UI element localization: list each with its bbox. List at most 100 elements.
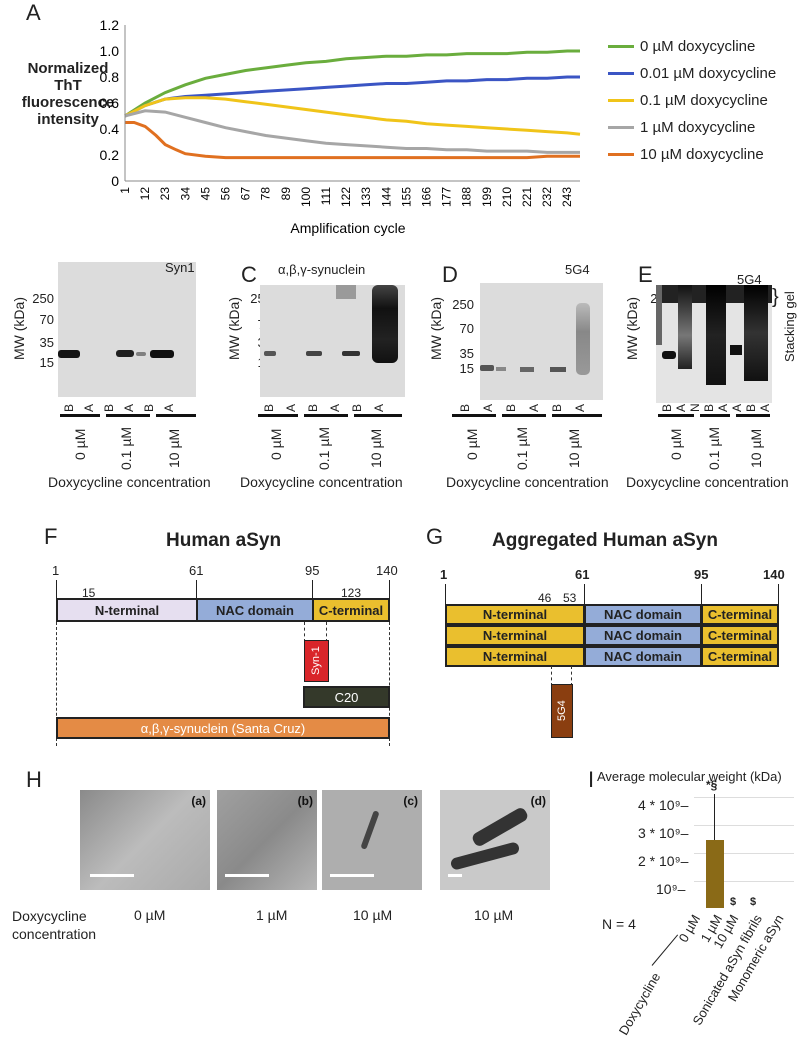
f-santacruz-box: α,β,γ-synuclein (Santa Cruz) xyxy=(56,717,390,739)
g-5g4-label: 5G4 xyxy=(556,700,568,721)
marker-35: 35 xyxy=(39,335,54,350)
g-domain: N-terminal xyxy=(445,625,585,646)
em-tag-a: (a) xyxy=(191,794,206,808)
g-domain: C-terminal xyxy=(701,625,779,646)
lane-label: B xyxy=(702,403,716,412)
stacking-brace: } xyxy=(772,286,779,308)
legend-label: 1 µM doxycycline xyxy=(640,119,756,136)
legend-swatch xyxy=(608,45,634,48)
blot-e-group-0: 0 µM xyxy=(668,428,684,460)
i-dollar-2: $ xyxy=(750,896,757,908)
x-tick-label: 122 xyxy=(339,187,353,207)
lane-label: A xyxy=(284,403,298,412)
g-domain: N-terminal xyxy=(445,604,585,625)
x-tick-label: 67 xyxy=(239,187,253,201)
lane-label: A xyxy=(573,403,587,412)
h-label-a: 0 µM xyxy=(134,907,166,923)
blot-c-group-0: 0 µM xyxy=(268,428,284,460)
blot-b-group-1: 0.1 µM xyxy=(118,426,134,470)
series-line xyxy=(124,49,580,118)
i-group-label: Doxycycline xyxy=(615,970,663,1038)
panel-a-letter: A xyxy=(26,0,41,25)
f-n-terminal: N-terminal xyxy=(56,598,198,622)
em-tag-c: (c) xyxy=(403,794,418,808)
lane-label: B xyxy=(350,403,364,412)
i-dollar-1: $ xyxy=(730,896,737,908)
pos-1: 1 xyxy=(52,563,60,578)
lane-label: A xyxy=(372,403,386,412)
lane-label: A xyxy=(758,403,772,412)
g-pos-61: 61 xyxy=(575,567,590,582)
g-domain: C-terminal xyxy=(701,646,779,667)
y-tick-label: 1.0 xyxy=(100,43,120,59)
g-domain: C-terminal xyxy=(701,604,779,625)
ylabel-line-3: intensity xyxy=(37,111,99,128)
x-tick-label: 56 xyxy=(219,187,233,201)
panel-d-mw-label: MW (kDa) xyxy=(428,297,444,360)
pos-15: 15 xyxy=(82,586,96,600)
lane-label: B xyxy=(550,403,564,412)
g-pos-46: 46 xyxy=(538,591,552,605)
lane-label: A xyxy=(328,403,342,412)
lane-label: B xyxy=(660,403,674,412)
lane-label: A xyxy=(82,403,96,412)
x-axis-label: Amplification cycle xyxy=(290,220,405,236)
em-image-d: (d) xyxy=(440,790,550,890)
ylabel-line-2: fluorescence xyxy=(21,94,115,111)
legend-item: 10 µM doxycycline xyxy=(608,146,764,163)
x-tick-label: 166 xyxy=(420,187,434,207)
i-ytick-1e9: 10⁹– xyxy=(656,881,686,897)
x-tick-label: 45 xyxy=(198,187,212,201)
legend-swatch xyxy=(608,126,634,129)
panel-e-letter: E xyxy=(638,262,653,287)
series-line xyxy=(124,109,580,154)
x-tick-label: 133 xyxy=(359,187,373,207)
lane-label: B xyxy=(744,403,758,412)
panel-g-title: Aggregated Human aSyn xyxy=(492,530,718,551)
x-tick-label: 144 xyxy=(379,187,393,207)
x-tick-label: 100 xyxy=(299,187,313,207)
legend-label: 0 µM doxycycline xyxy=(640,38,756,55)
em-image-b: (b) xyxy=(217,790,317,890)
em-tag-d: (d) xyxy=(530,794,546,808)
x-tick-label: 199 xyxy=(480,187,494,207)
y-tick-label: 0.6 xyxy=(100,95,120,111)
pos-61: 61 xyxy=(189,563,204,578)
marker-250: 250 xyxy=(452,297,474,312)
marker-15: 15 xyxy=(39,355,54,370)
x-tick-label: 111 xyxy=(319,187,333,206)
panel-f-letter: F xyxy=(44,524,58,549)
blot-e-group-2: 10 µM xyxy=(748,428,764,468)
x-tick-label: 155 xyxy=(399,187,413,207)
ampl-line-chart: 0 0.2 0.4 0.6 0.8 1.0 1.2 1 12 23 34 45 56 67 78 89 100… xyxy=(100,20,581,236)
panel-c-mw-label: MW (kDa) xyxy=(226,297,242,360)
legend-item: 0 µM doxycycline xyxy=(608,38,755,55)
panel-e-mw-label: MW (kDa) xyxy=(624,297,640,360)
f-c-terminal: C-terminal xyxy=(312,598,390,622)
series-line xyxy=(124,75,580,118)
lane-label: A xyxy=(674,403,688,412)
i-bar-10uM xyxy=(706,840,724,908)
x-tick-label: 78 xyxy=(259,187,273,201)
lane-label: A xyxy=(122,403,136,412)
panel-h-letter: H xyxy=(26,767,42,792)
y-tick-label: 0 xyxy=(111,173,119,189)
y-tick-label: 0.2 xyxy=(100,147,120,163)
g-domain: N-terminal xyxy=(445,646,585,667)
legend-label: 10 µM doxycycline xyxy=(640,146,764,163)
panel-g-letter: G xyxy=(426,524,444,549)
blot-b-conc-label: Doxycycline concentration xyxy=(48,474,211,490)
blot-c-conc-label: Doxycycline concentration xyxy=(240,474,403,490)
ylabel-line-1: Normalized ThT xyxy=(27,60,109,94)
panel-d-letter: D xyxy=(442,262,458,287)
lane-label: B xyxy=(262,403,276,412)
legend-item: 1 µM doxycycline xyxy=(608,119,755,136)
pos-140: 140 xyxy=(376,563,398,578)
legend-item: 0.01 µM doxycycline xyxy=(608,65,776,82)
panel-i-letter: I xyxy=(588,767,595,792)
lane-label: A xyxy=(716,403,730,412)
h-row-label: Doxycycline concentration xyxy=(12,907,96,943)
panel-c-letter: C xyxy=(241,262,257,287)
marker-35: 35 xyxy=(459,346,474,361)
blot-d-conc-label: Doxycycline concentration xyxy=(446,474,609,490)
